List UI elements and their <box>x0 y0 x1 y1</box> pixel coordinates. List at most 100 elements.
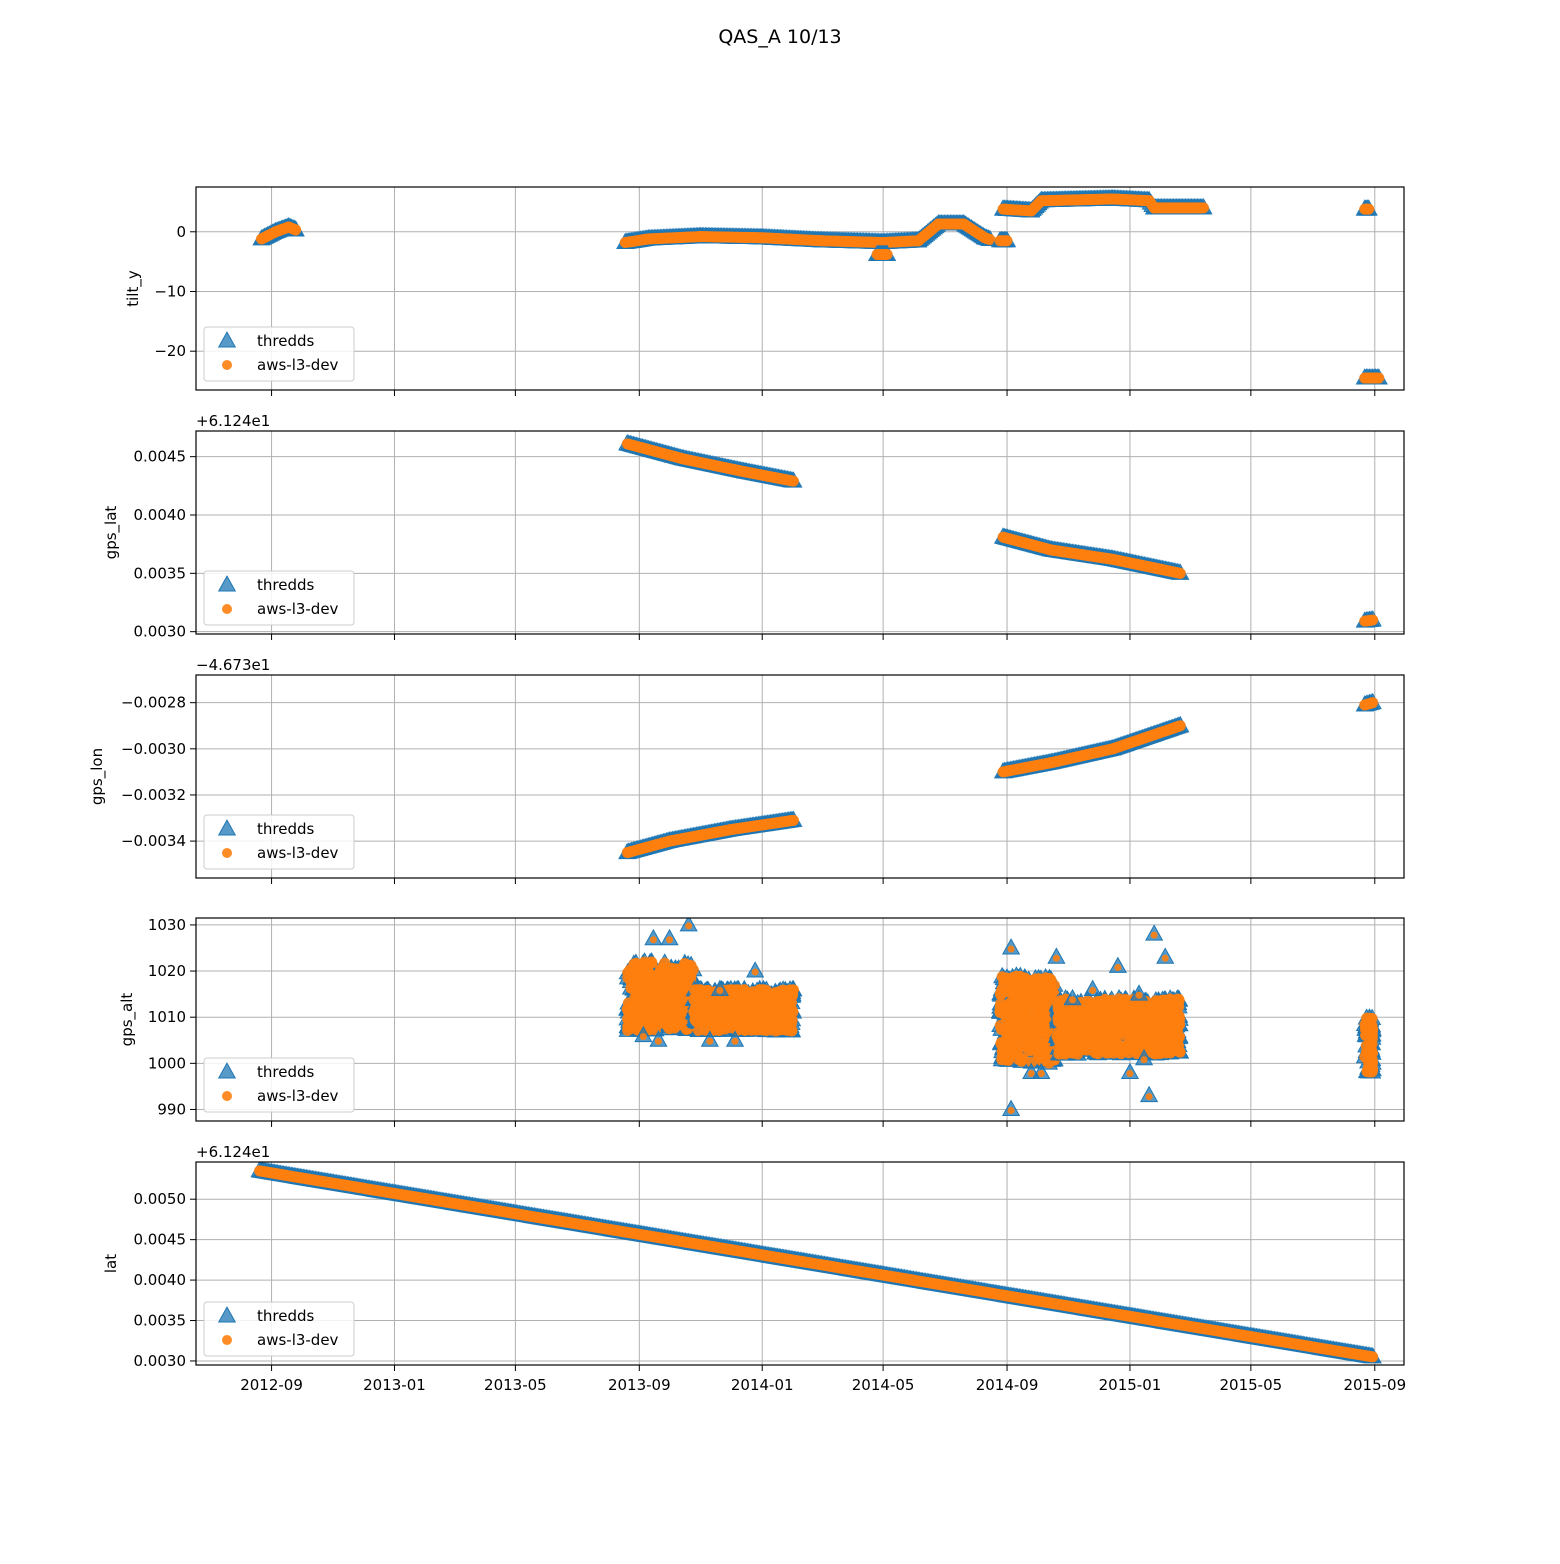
y-tick-label: −0.0028 <box>121 694 186 712</box>
legend-aws-l3-dev-marker <box>222 360 232 370</box>
aws-l3-dev-point <box>997 1046 1008 1057</box>
aws-l3-dev-point <box>626 1004 637 1015</box>
aws-l3-dev-point <box>774 1004 785 1015</box>
legend-aws-l3-dev-label: aws-l3-dev <box>257 600 339 618</box>
legend-thredds-label: thredds <box>257 576 314 594</box>
y-tick-label: 1000 <box>148 1054 186 1072</box>
aws-l3-dev-point <box>709 1019 720 1030</box>
y-tick-label: −20 <box>154 342 186 360</box>
legend-aws-l3-dev-marker <box>222 604 232 614</box>
figure-title: QAS_A 10/13 <box>0 26 1560 48</box>
aws-l3-dev-point <box>1045 988 1056 999</box>
y-tick-label: 0.0040 <box>134 506 187 524</box>
aws-l3-dev-point <box>1033 1037 1044 1048</box>
aws-l3-dev-point <box>1038 1001 1049 1012</box>
aws-l3-dev-point <box>636 987 647 998</box>
aws-l3-dev-point <box>776 1023 787 1034</box>
y-axis-label: gps_lat <box>102 506 121 560</box>
aws-l3-dev-point <box>638 1012 649 1023</box>
y-axis-label: tilt_y <box>124 270 143 307</box>
aws-l3-dev-point <box>1023 1023 1034 1034</box>
aws-l3-dev-point <box>1367 697 1378 708</box>
aws-l3-dev-point <box>756 1024 767 1035</box>
legend: thredds aws-l3-dev <box>204 815 354 869</box>
aws-l3-dev-point <box>766 1025 777 1036</box>
subplot-gps_lat: 0.0045 0.0040 0.0035 0.0030 gps_lat +6.124e1 t… <box>102 412 1404 641</box>
y-axis-label: gps_lon <box>88 748 107 805</box>
aws-l3-dev-point <box>1010 996 1021 1007</box>
aws-l3-dev-point <box>726 1003 737 1014</box>
y-tick-label: −0.0030 <box>121 740 186 758</box>
aws-l3-dev-point <box>1198 202 1209 213</box>
legend: thredds aws-l3-dev <box>204 571 354 625</box>
y-tick-label: 1030 <box>148 916 186 934</box>
aws-l3-dev-point <box>729 984 740 995</box>
aws-l3-dev-point <box>1363 204 1374 215</box>
aws-l3-dev-point <box>290 224 301 235</box>
aws-l3-dev-point <box>649 995 660 1006</box>
aws-l3-dev-point <box>786 1025 797 1036</box>
y-tick-label: 0 <box>176 223 186 241</box>
y-tick-label: 0.0035 <box>134 564 187 582</box>
aws-l3-dev-point <box>748 997 759 1008</box>
legend-aws-l3-dev-marker <box>222 848 232 858</box>
aws-l3-dev-point <box>1025 1006 1036 1017</box>
axes-frame <box>196 431 1404 634</box>
aws-l3-dev-point <box>1002 235 1013 246</box>
data-layer <box>619 916 1381 1115</box>
aws-l3-dev-point <box>1008 1039 1019 1050</box>
y-tick-label: −0.0032 <box>121 786 186 804</box>
aws-l3-dev-point <box>689 994 700 1005</box>
aws-l3-dev-point <box>788 476 799 487</box>
aws-l3-dev-point <box>695 984 706 995</box>
legend-aws-l3-dev-label: aws-l3-dev <box>257 844 339 862</box>
aws-l3-dev-point <box>1175 568 1186 579</box>
aws-l3-dev-point <box>1367 615 1378 626</box>
y-tick-label: 0.0030 <box>134 623 187 641</box>
aws-l3-dev-point <box>705 995 716 1006</box>
aws-l3-dev-point <box>637 962 648 973</box>
aws-l3-dev-point <box>631 972 642 983</box>
y-offset-text: +6.124e1 <box>196 412 270 430</box>
aws-l3-dev-point <box>882 249 893 260</box>
aws-l3-dev-point <box>996 984 1007 995</box>
aws-l3-dev-point <box>781 988 792 999</box>
y-tick-label: 1010 <box>148 1008 186 1026</box>
axes-frame <box>196 187 1404 390</box>
aws-l3-dev-point <box>625 983 636 994</box>
y-tick-label: 990 <box>157 1100 186 1118</box>
aws-l3-dev-point <box>1019 1033 1030 1044</box>
aws-l3-dev-point <box>998 973 1009 984</box>
aws-l3-dev-point <box>696 1008 707 1019</box>
subplot-gps_alt: 1030102010101000990gps_altthreddsaws-l3-… <box>118 916 1404 1127</box>
data-layer <box>619 694 1381 859</box>
aws-l3-dev-point <box>788 815 799 826</box>
aws-l3-dev-point <box>1175 720 1186 731</box>
aws-l3-dev-point <box>646 957 657 968</box>
aws-l3-dev-point <box>669 1021 680 1032</box>
aws-l3-dev-point <box>1000 1010 1011 1021</box>
y-tick-label: −0.0034 <box>121 832 186 850</box>
aws-l3-dev-point <box>1045 974 1056 985</box>
y-tick-label: 0.0045 <box>134 448 187 466</box>
axes-frame <box>196 675 1404 878</box>
legend-thredds-label: thredds <box>257 332 314 350</box>
aws-l3-dev-point <box>672 974 683 985</box>
y-tick-label: −10 <box>154 282 186 300</box>
data-layer <box>619 435 1381 627</box>
aws-l3-dev-point <box>1040 1018 1051 1029</box>
aws-l3-dev-point <box>1373 373 1384 384</box>
legend-thredds-label: thredds <box>257 820 314 838</box>
aws-l3-dev-point <box>649 975 660 986</box>
data-layer <box>253 190 1387 384</box>
y-offset-text: −4.673e1 <box>196 656 270 674</box>
aws-l3-dev-point <box>747 1020 758 1031</box>
aws-l3-dev-point <box>995 1020 1006 1031</box>
y-tick-label: 1020 <box>148 962 186 980</box>
subplot-gps_lon: −0.0028 −0.0030 −0.0032 −0.0034 gps_lon −4.67… <box>88 656 1404 884</box>
aws-l3-dev-point <box>670 1004 681 1015</box>
aws-l3-dev-point <box>1013 1054 1024 1065</box>
